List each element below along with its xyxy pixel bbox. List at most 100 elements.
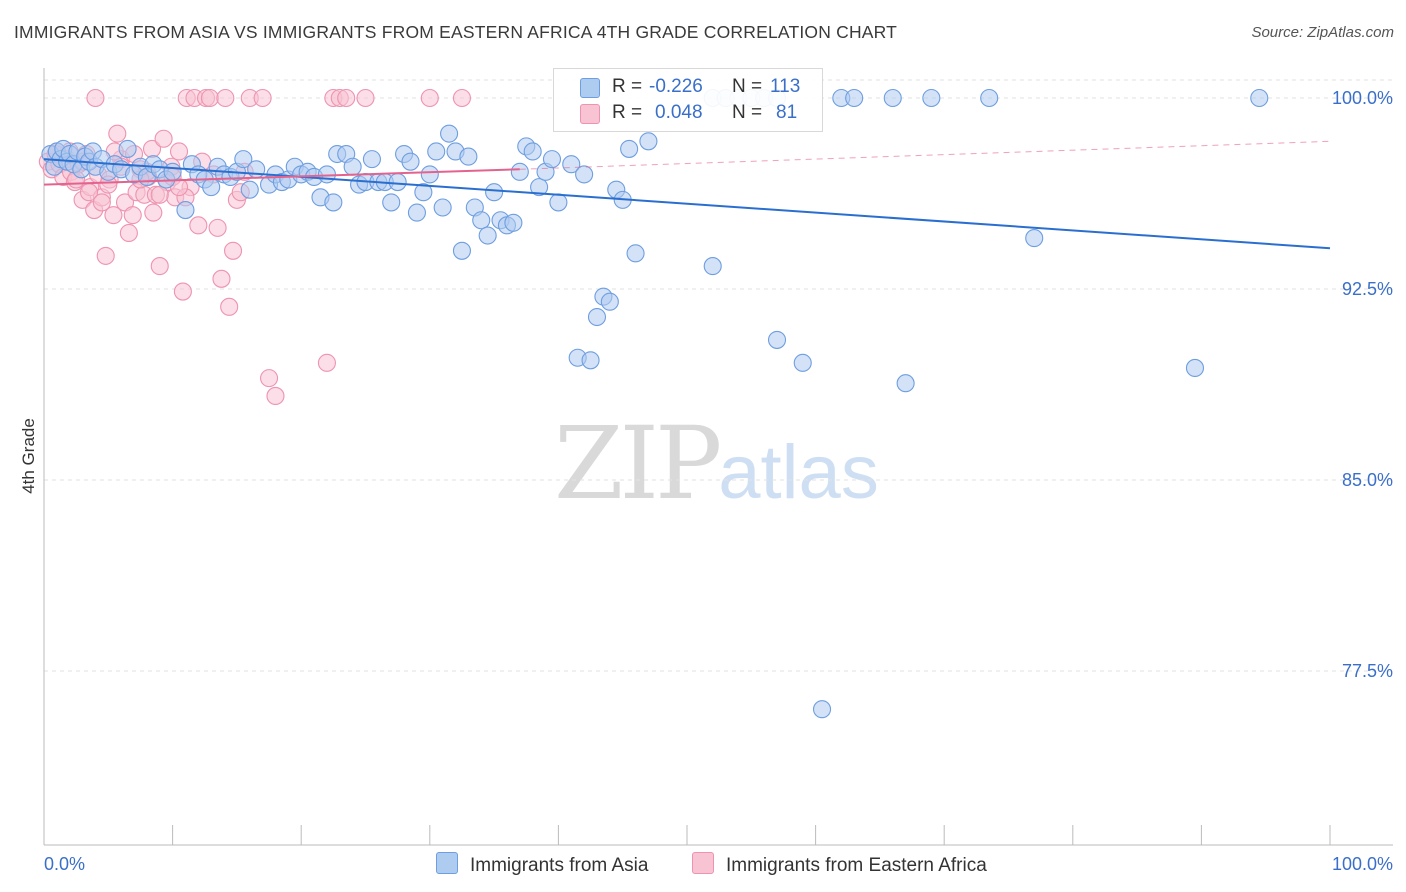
y-axis-label: 4th Grade [19, 418, 38, 494]
asia-point [639, 132, 658, 151]
africa-swatch [580, 104, 600, 124]
watermark-zip: ZIP [554, 405, 722, 522]
africa-r-label: R = [612, 102, 643, 123]
asia-point [626, 244, 645, 263]
africa-point [169, 142, 189, 161]
asia-point [433, 198, 452, 217]
trend-lines [43, 140, 1331, 250]
asia-point [1185, 358, 1205, 377]
asia-point [1250, 88, 1269, 108]
asia-point [440, 124, 459, 143]
asia-point [388, 172, 407, 192]
africa-point [317, 353, 336, 372]
bottom-legend-africa: Immigrants from Eastern Africa [692, 852, 987, 877]
asia-point [600, 292, 619, 311]
asia-n-value: 113 [770, 76, 801, 97]
asia-r-label: R = [612, 76, 643, 97]
africa-point [337, 88, 356, 108]
bottom-africa-label: Immigrants from Eastern Africa [726, 855, 987, 876]
asia-point [401, 152, 420, 171]
africa-point [220, 297, 239, 316]
asia-point [530, 178, 549, 197]
asia-point [362, 150, 381, 169]
asia-point [549, 193, 568, 212]
asia-trend-line [43, 158, 1331, 250]
asia-point [510, 162, 529, 181]
asia-point [575, 165, 594, 184]
bottom-africa-swatch [692, 852, 714, 874]
asia-point [163, 162, 182, 181]
y-tick-label: 92.5% [1342, 279, 1393, 299]
asia-point [542, 150, 562, 169]
asia-point [478, 226, 497, 245]
watermark: ZIPatlas [554, 405, 879, 522]
africa-point [154, 129, 173, 148]
asia-point [240, 180, 259, 199]
asia-point [883, 88, 902, 108]
asia-point [581, 351, 600, 370]
africa-point [150, 185, 169, 204]
asia-point [922, 88, 941, 108]
asia-point [504, 213, 523, 232]
africa-point [123, 206, 142, 225]
asia-point [845, 88, 864, 108]
asia-point [562, 155, 581, 174]
asia-point [620, 139, 639, 158]
africa-point [452, 88, 472, 108]
africa-point [420, 88, 439, 108]
africa-point [223, 241, 243, 260]
africa-n-value: 81 [776, 102, 798, 123]
x-tick-label-min: 0.0% [44, 854, 85, 874]
africa-point [253, 88, 272, 108]
asia-point [234, 150, 253, 169]
africa-point [96, 246, 115, 265]
africa-n-label: N = [732, 102, 763, 123]
asia-point [896, 374, 915, 393]
africa-point [92, 193, 111, 212]
asia-r-value: -0.226 [649, 76, 703, 97]
asia-point [452, 241, 472, 260]
asia-point [202, 178, 221, 197]
legend-row-asia: R = -0.226 N = 113 [554, 74, 822, 100]
africa-point [86, 88, 105, 108]
africa-r-value: 0.048 [655, 102, 703, 123]
asia-point [459, 147, 478, 166]
africa-point [356, 88, 375, 108]
africa-point [266, 386, 285, 406]
bottom-asia-swatch [436, 852, 458, 874]
africa-point [144, 203, 163, 222]
y-tick-label: 100.0% [1332, 88, 1393, 108]
watermark-atlas: atlas [718, 430, 879, 515]
source-label: Source: ZipAtlas.com [1251, 24, 1394, 41]
asia-point [176, 201, 195, 220]
asia-point [427, 142, 446, 161]
chart-title: IMMIGRANTS FROM ASIA VS IMMIGRANTS FROM … [14, 22, 898, 42]
africa-trend-line [43, 168, 520, 186]
asia-point [324, 193, 343, 212]
asia-point [472, 211, 491, 230]
asia-point [523, 142, 542, 161]
bottom-asia-label: Immigrants from Asia [470, 855, 649, 876]
asia-point [1025, 229, 1044, 248]
africa-point [173, 282, 192, 301]
asia-n-label: N = [732, 76, 763, 97]
africa-point [104, 206, 123, 225]
africa-point [208, 218, 227, 237]
africa-point [212, 269, 231, 288]
bottom-legend-asia: Immigrants from Asia [436, 852, 648, 877]
asia-point [247, 160, 266, 179]
asia-points [41, 88, 1269, 719]
asia-point [118, 139, 137, 158]
africa-point [108, 124, 127, 143]
africa-point [216, 88, 235, 108]
y-tick-label: 85.0% [1342, 470, 1393, 490]
africa-point [150, 257, 169, 276]
asia-point [407, 203, 426, 222]
asia-point [587, 307, 607, 327]
asia-point [485, 183, 504, 202]
x-tick-label-max: 100.0% [1332, 854, 1393, 874]
asia-point [767, 330, 787, 349]
legend-row-africa: R = 0.048 N = 81 [554, 100, 822, 126]
africa-point [200, 88, 219, 108]
asia-point [382, 193, 401, 212]
